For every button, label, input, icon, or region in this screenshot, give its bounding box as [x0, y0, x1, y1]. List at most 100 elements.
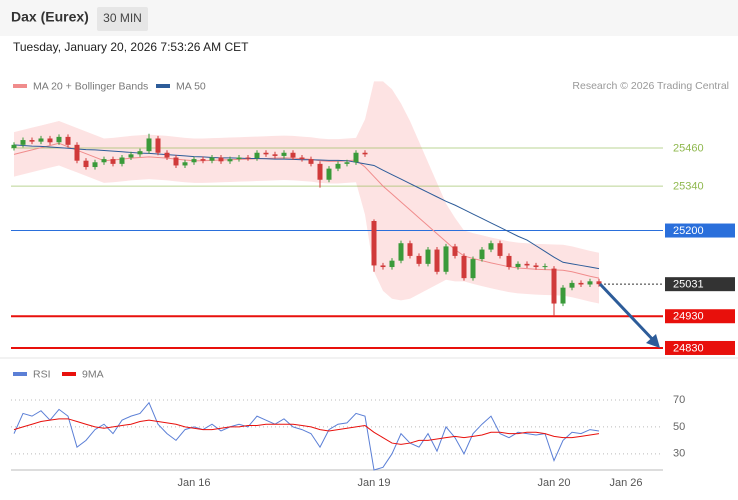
candle-body	[92, 162, 98, 168]
candle-body	[74, 144, 80, 161]
candle-body	[362, 152, 368, 155]
legend-swatch	[13, 84, 27, 88]
candle-body	[281, 152, 287, 156]
candle-body	[245, 157, 251, 159]
forecast-arrowhead	[646, 334, 660, 348]
candle-body	[542, 266, 548, 268]
price-level-box	[665, 340, 735, 355]
candle-body	[470, 259, 476, 279]
candle-body	[389, 260, 395, 268]
candle-body	[344, 162, 350, 164]
legend-label: MA 50	[176, 80, 206, 92]
datetime: Tuesday, January 20, 2026 7:53:26 AM CET	[13, 40, 249, 54]
candle-body	[497, 243, 503, 256]
candle-body	[578, 282, 584, 285]
candle-body	[29, 140, 35, 142]
candle-body	[353, 152, 359, 163]
timeframe-label[interactable]: 30 MIN	[103, 11, 142, 25]
candle-body	[173, 157, 179, 166]
candle-body	[83, 160, 89, 168]
candle-body	[515, 263, 521, 268]
legend-label: RSI	[33, 368, 51, 380]
candle-body	[308, 159, 314, 164]
y-tick-label: 70	[673, 394, 685, 406]
price-level-label: 24830	[673, 342, 704, 354]
candle-body	[110, 159, 116, 164]
bollinger-band	[14, 81, 599, 304]
candle-body	[164, 152, 170, 158]
candle-body	[596, 281, 602, 285]
legend-swatch	[62, 372, 76, 376]
candle-body	[461, 255, 467, 279]
candle-body	[317, 163, 323, 180]
price-level-box	[665, 277, 735, 292]
y-tick-label: 30	[673, 448, 685, 460]
x-tick-label: Jan 19	[357, 477, 390, 489]
line-series	[13, 418, 600, 445]
candle-body	[506, 255, 512, 268]
candle-body	[137, 151, 143, 155]
x-tick-label: Jan 16	[177, 477, 210, 489]
x-tick-label: Jan 26	[609, 477, 642, 489]
candle-body	[299, 157, 305, 160]
candle-body	[443, 246, 449, 272]
candle-body	[146, 138, 152, 152]
price-level-label: 25460	[673, 142, 704, 154]
instrument-title: Dax (Eurex)	[11, 9, 89, 25]
candle-body	[47, 138, 53, 143]
candle-body	[371, 221, 377, 266]
price-level-label: 25340	[673, 180, 704, 192]
price-level-box	[665, 223, 735, 238]
price-level-box	[665, 309, 735, 324]
candle-body	[407, 243, 413, 256]
candle-body	[209, 157, 215, 161]
candle-body	[479, 249, 485, 260]
candle-body	[101, 159, 107, 163]
candle-body	[65, 136, 71, 145]
price-level-label: 25031	[673, 279, 704, 291]
candle-body	[452, 246, 458, 256]
line-series	[13, 144, 600, 270]
candle-body	[38, 138, 44, 142]
y-tick-label: 50	[673, 421, 685, 433]
candle-body	[191, 159, 197, 163]
legend-label: MA 20 + Bollinger Bands	[33, 80, 148, 92]
candle-body	[11, 144, 17, 148]
candle-body	[398, 243, 404, 261]
source-credit: Research © 2026 Trading Central	[572, 80, 729, 92]
candle-body	[263, 152, 269, 155]
candle-body	[551, 268, 557, 304]
candle-body	[56, 136, 62, 143]
x-tick-label: Jan 20	[537, 477, 570, 489]
line-series	[13, 401, 600, 471]
legend-label: 9MA	[82, 368, 104, 380]
legend-swatch	[156, 84, 170, 88]
candle-body	[416, 255, 422, 264]
candle-body	[182, 162, 188, 166]
candle-body	[254, 152, 260, 159]
candle-body	[20, 140, 26, 145]
candle-body	[218, 157, 224, 162]
candle-body	[236, 157, 242, 160]
forecast-arrow	[598, 282, 658, 345]
candle-body	[380, 265, 386, 268]
candle-body	[335, 163, 341, 169]
candle-body	[533, 265, 539, 268]
timeframe-button[interactable]	[97, 7, 148, 31]
candle-body	[569, 282, 575, 288]
candle-body	[587, 281, 593, 285]
price-level-label: 24930	[673, 311, 704, 323]
candle-body	[272, 154, 278, 156]
candle-body	[434, 249, 440, 272]
candle-body	[200, 159, 206, 161]
candle-body	[128, 154, 134, 158]
candle-body	[119, 157, 125, 164]
legend-swatch	[13, 372, 27, 376]
candle-body	[227, 159, 233, 162]
candle-body	[326, 168, 332, 180]
candle-body	[560, 287, 566, 304]
candle-body	[290, 152, 296, 158]
candle-body	[425, 249, 431, 264]
candle-body	[488, 243, 494, 250]
candle-body	[524, 263, 530, 266]
